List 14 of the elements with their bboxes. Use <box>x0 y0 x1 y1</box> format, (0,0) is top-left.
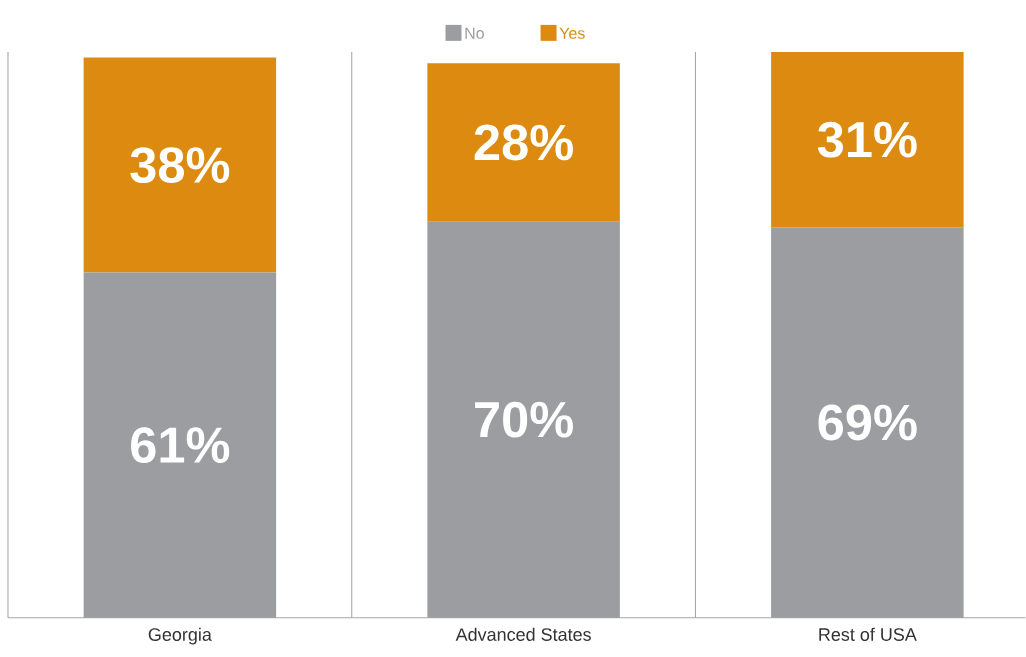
x-tick-label: Rest of USA <box>819 627 917 642</box>
data-label: 69% <box>818 404 917 441</box>
bar <box>427 63 620 222</box>
x-tick-label: Georgia <box>148 627 212 645</box>
legend-label: Yes <box>559 27 585 40</box>
data-label: 70% <box>475 401 573 438</box>
data-label: 38% <box>130 147 230 184</box>
data-label: 61% <box>131 427 230 464</box>
x-tick-label: Advanced States <box>455 627 591 642</box>
bar <box>771 52 964 228</box>
legend-label: No <box>465 27 484 40</box>
bar <box>83 57 277 273</box>
data-label: 28% <box>474 124 573 161</box>
data-label: 31% <box>817 121 917 158</box>
